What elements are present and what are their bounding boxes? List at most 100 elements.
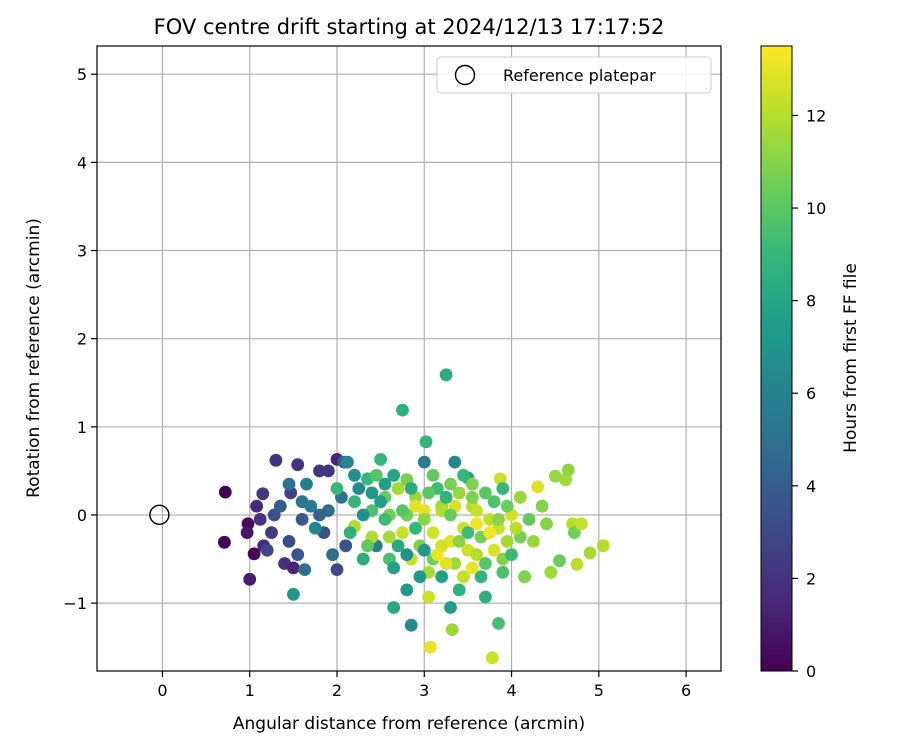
y-tick-label: 0 xyxy=(77,506,87,525)
colorbar-tick-label: 12 xyxy=(806,106,826,125)
scatter-point xyxy=(540,517,553,531)
scatter-point xyxy=(352,482,366,495)
scatter-point xyxy=(243,572,257,586)
scatter-point xyxy=(348,495,361,509)
scatter-point xyxy=(417,543,431,557)
scatter-point xyxy=(487,543,501,557)
grid-lines xyxy=(97,46,721,671)
scatter-point xyxy=(404,482,418,495)
scatter-point xyxy=(269,453,283,467)
scatter-point xyxy=(287,561,300,575)
scatter-point xyxy=(435,570,449,584)
colorbar-tick-label: 6 xyxy=(806,384,816,403)
scatter-point xyxy=(422,486,435,500)
scatter-point xyxy=(287,587,300,601)
scatter-point xyxy=(396,504,409,517)
scatter-point xyxy=(365,486,379,500)
scatter-point xyxy=(313,508,326,522)
legend: Reference platepar xyxy=(436,56,712,94)
scatter-point xyxy=(527,535,540,548)
colorbar-tick-label: 8 xyxy=(806,292,816,311)
colorbar-label: Hours from first FF file xyxy=(841,263,861,453)
scatter-point xyxy=(295,495,309,509)
colorbar-tick-label: 0 xyxy=(806,662,816,681)
scatter-point xyxy=(295,513,309,526)
scatter-point xyxy=(444,477,457,491)
scatter-point xyxy=(470,504,483,517)
scatter-point xyxy=(570,557,584,571)
scatter-point xyxy=(444,601,457,614)
scatter-point xyxy=(396,403,409,417)
colorbar-tick-label: 4 xyxy=(806,477,816,496)
scatter-point xyxy=(369,468,383,482)
scatter-point xyxy=(256,487,270,501)
scatter-point xyxy=(561,463,575,477)
scatter-point xyxy=(330,482,344,495)
scatter-point xyxy=(265,526,278,539)
scatter-point xyxy=(493,472,507,486)
legend-box xyxy=(436,56,712,94)
scatter-point xyxy=(419,435,433,449)
scatter-point xyxy=(396,526,409,539)
scatter-point xyxy=(330,563,344,576)
y-axis: −1 0 1 2 3 4 5 xyxy=(63,65,97,613)
scatter-point xyxy=(417,513,431,526)
reference-platepar-marker xyxy=(149,504,170,525)
y-tick-label: 2 xyxy=(77,330,87,349)
scatter-point xyxy=(496,565,510,579)
x-tick-label: 1 xyxy=(245,681,255,700)
scatter-point xyxy=(426,526,440,539)
scatter-point xyxy=(308,521,322,535)
scatter-point xyxy=(356,508,370,522)
scatter-point xyxy=(583,546,597,560)
scatter-point xyxy=(298,563,312,576)
scatter-point xyxy=(300,477,313,491)
scatter-point xyxy=(470,517,483,531)
x-tick-label: 4 xyxy=(506,681,516,700)
scatter-point xyxy=(485,651,499,665)
scatter-point xyxy=(492,513,505,526)
scatter-point xyxy=(339,539,353,553)
legend-marker xyxy=(454,64,476,86)
scatter-point xyxy=(374,495,387,509)
scatter-point xyxy=(553,554,566,568)
scatter-point xyxy=(452,486,466,500)
scatter-point xyxy=(387,468,401,482)
y-tick-label: −1 xyxy=(63,594,87,613)
x-tick-label: 2 xyxy=(332,681,342,700)
scatter-point xyxy=(568,526,581,539)
legend-entry-reference-platepar: Reference platepar xyxy=(503,66,656,85)
scatter-point xyxy=(341,455,354,469)
y-axis-label: Rotation from reference (arcmin) xyxy=(24,218,44,498)
scatter-point xyxy=(321,464,335,478)
colorbar-tick-label: 2 xyxy=(806,569,816,588)
scatter-point xyxy=(361,539,374,553)
scatter-point xyxy=(445,623,459,636)
scatter-point xyxy=(444,508,457,522)
colorbar-ticks: 0 2 4 6 8 10 12 xyxy=(792,106,826,681)
scatter-point xyxy=(439,557,453,570)
scatter-point xyxy=(383,530,396,544)
chart-title: FOV centre drift starting at 2024/12/13 … xyxy=(154,15,665,39)
scatter-point xyxy=(240,526,254,539)
scatter-point xyxy=(424,640,437,654)
scatter-point xyxy=(391,539,405,553)
scatter-point xyxy=(465,477,479,491)
scatter-point xyxy=(487,495,501,509)
y-tick-label: 5 xyxy=(77,65,87,84)
scatter-point xyxy=(439,490,453,504)
scatter-point xyxy=(343,526,357,539)
scatter-point xyxy=(422,590,435,604)
scatter-point xyxy=(387,601,401,614)
scatter-point xyxy=(531,480,545,494)
scatter-point xyxy=(409,521,422,535)
scatter-point xyxy=(218,485,232,499)
x-tick-label: 6 xyxy=(681,681,691,700)
scatter-point xyxy=(417,455,431,469)
scatter-point xyxy=(474,570,488,584)
plot-frame xyxy=(96,45,722,672)
scatter-point xyxy=(535,499,549,513)
scatter-point xyxy=(452,535,466,548)
scatter-point xyxy=(496,482,510,495)
